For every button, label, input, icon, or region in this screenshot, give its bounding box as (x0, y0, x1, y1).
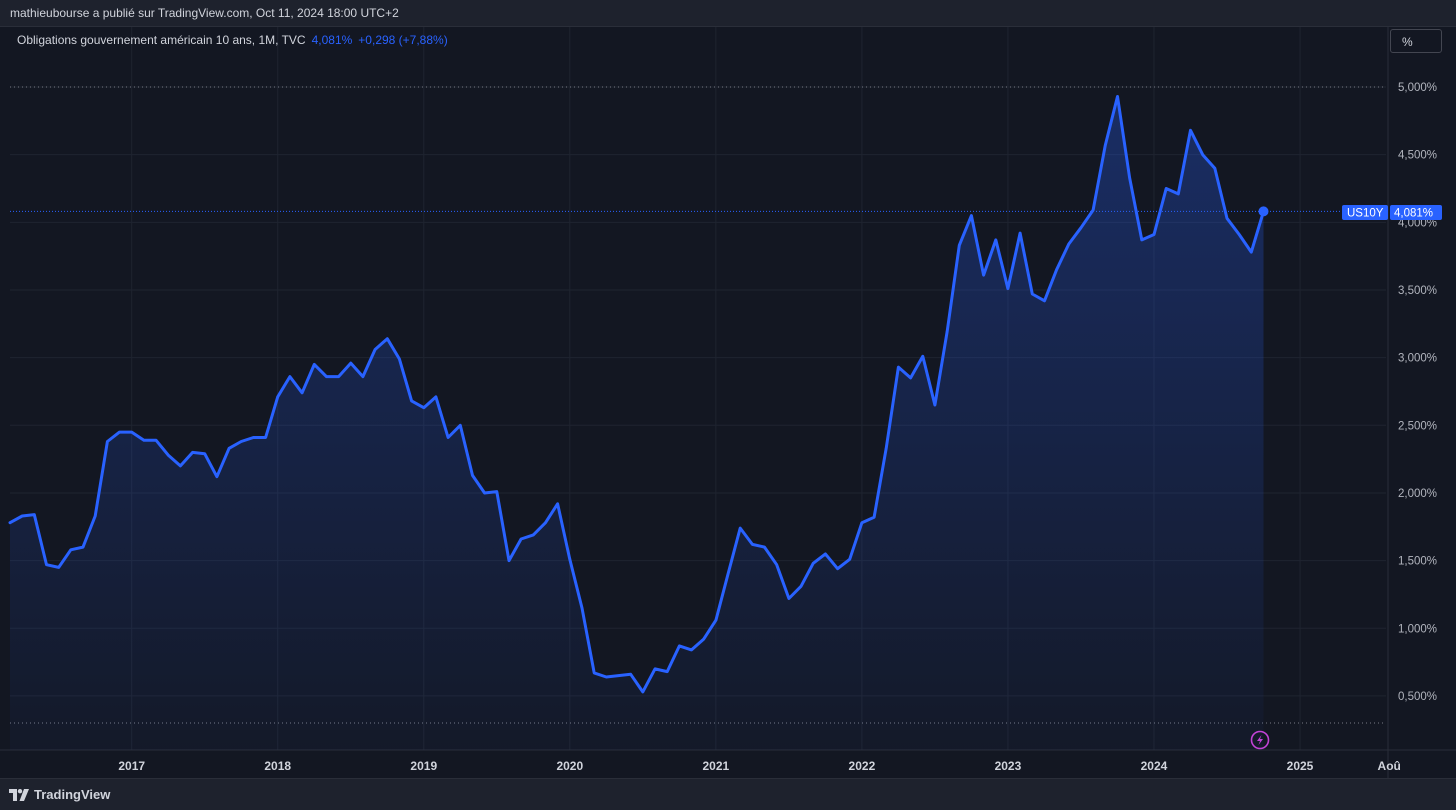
y-tick-label: 0,500% (1398, 691, 1437, 703)
x-axis[interactable]: 2017 2018 2019 2020 2021 2022 2023 2024 2025 Aoû (118, 759, 1401, 773)
x-tick-label: 2022 (849, 759, 876, 773)
publisher-line: mathieubourse a publié sur TradingView.c… (10, 6, 399, 20)
x-tick-label: 2025 (1287, 759, 1314, 773)
area-fill (10, 96, 1264, 750)
x-tick-label: 2020 (556, 759, 583, 773)
x-tick-label: 2023 (995, 759, 1022, 773)
y-tick-label: 1,500% (1398, 556, 1437, 568)
y-tick-label: 5,000% (1398, 82, 1437, 94)
x-tick-label: 2019 (410, 759, 437, 773)
y-tick-label: 4,000% (1398, 217, 1437, 229)
price-tag-symbol-box (1342, 205, 1388, 220)
x-tick-label: 2017 (118, 759, 145, 773)
price-tag: US10Y 4,081% (1342, 205, 1442, 220)
y-tick-label: 2,500% (1398, 420, 1437, 432)
y-axis[interactable]: 0,500% 1,000% 1,500% 2,000% 2,500% 3,000% 3,50… (1398, 82, 1437, 703)
x-tick-label: 2021 (703, 759, 730, 773)
tradingview-logo-text: TradingView (34, 787, 111, 802)
legend-symbol-label: Obligations gouvernement américain 10 an… (17, 33, 306, 47)
series-legend[interactable]: Obligations gouvernement américain 10 an… (17, 32, 448, 48)
y-tick-label: 3,000% (1398, 353, 1437, 365)
footer-bar: TradingView (0, 778, 1456, 810)
price-chart[interactable]: 0,500% 1,000% 1,500% 2,000% 2,500% 3,000% 3,50… (0, 0, 1456, 778)
x-tick-label: 2018 (264, 759, 291, 773)
tradingview-logo-icon (9, 788, 29, 801)
tradingview-logo[interactable]: TradingView (9, 787, 110, 802)
event-lightning-icon[interactable] (1250, 730, 1270, 750)
x-tick-label: 2024 (1141, 759, 1168, 773)
y-tick-label: 3,500% (1398, 285, 1437, 297)
y-tick-label: 1,000% (1398, 623, 1437, 635)
last-point[interactable] (1258, 206, 1269, 217)
legend-change: +0,298 (+7,88%) (358, 33, 448, 47)
y-tick-label: 2,000% (1398, 488, 1437, 500)
y-tick-label: 4,500% (1398, 150, 1437, 162)
series-line[interactable] (8, 95, 1265, 694)
price-tag-value-box (1390, 205, 1442, 220)
percent-scale-button[interactable]: % (1390, 29, 1442, 53)
legend-last-value: 4,081% (311, 33, 353, 47)
price-tag-symbol: US10Y (1347, 208, 1384, 220)
x-tick-label: Aoû (1378, 759, 1401, 773)
price-tag-value: 4,081% (1394, 208, 1433, 220)
publisher-bar: mathieubourse a publié sur TradingView.c… (0, 0, 1456, 27)
